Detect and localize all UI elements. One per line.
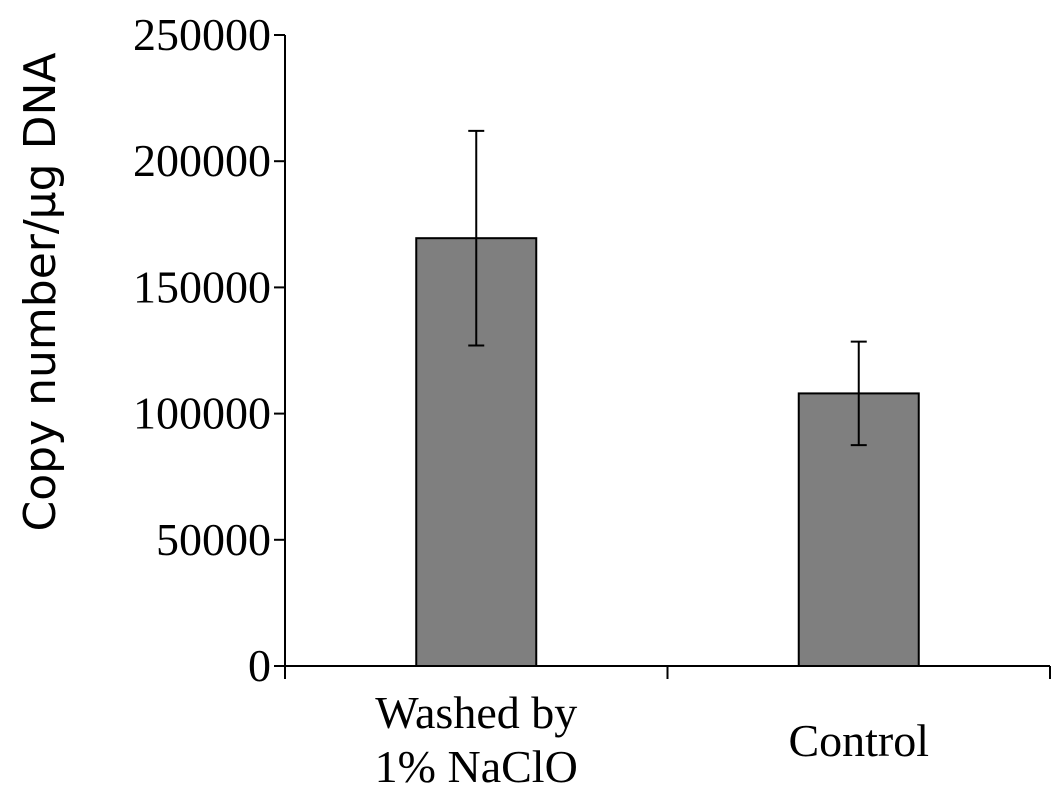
x-category-label: Washed by xyxy=(375,687,577,738)
y-tick-label: 0 xyxy=(248,640,271,691)
y-axis-title: Copy number/µg DNA xyxy=(15,53,66,532)
x-category-label: Control xyxy=(788,715,929,766)
y-tick-label: 250000 xyxy=(133,9,271,60)
y-tick-label: 200000 xyxy=(133,135,271,186)
y-tick-label: 100000 xyxy=(133,388,271,439)
x-category-label: 1% NaClO xyxy=(375,741,578,792)
plot-area: 0 50000 100000 150000 200000 250000 Washed by1… xyxy=(133,9,1051,792)
y-tick-label: 150000 xyxy=(133,261,271,312)
y-tick-label: 50000 xyxy=(156,514,271,565)
